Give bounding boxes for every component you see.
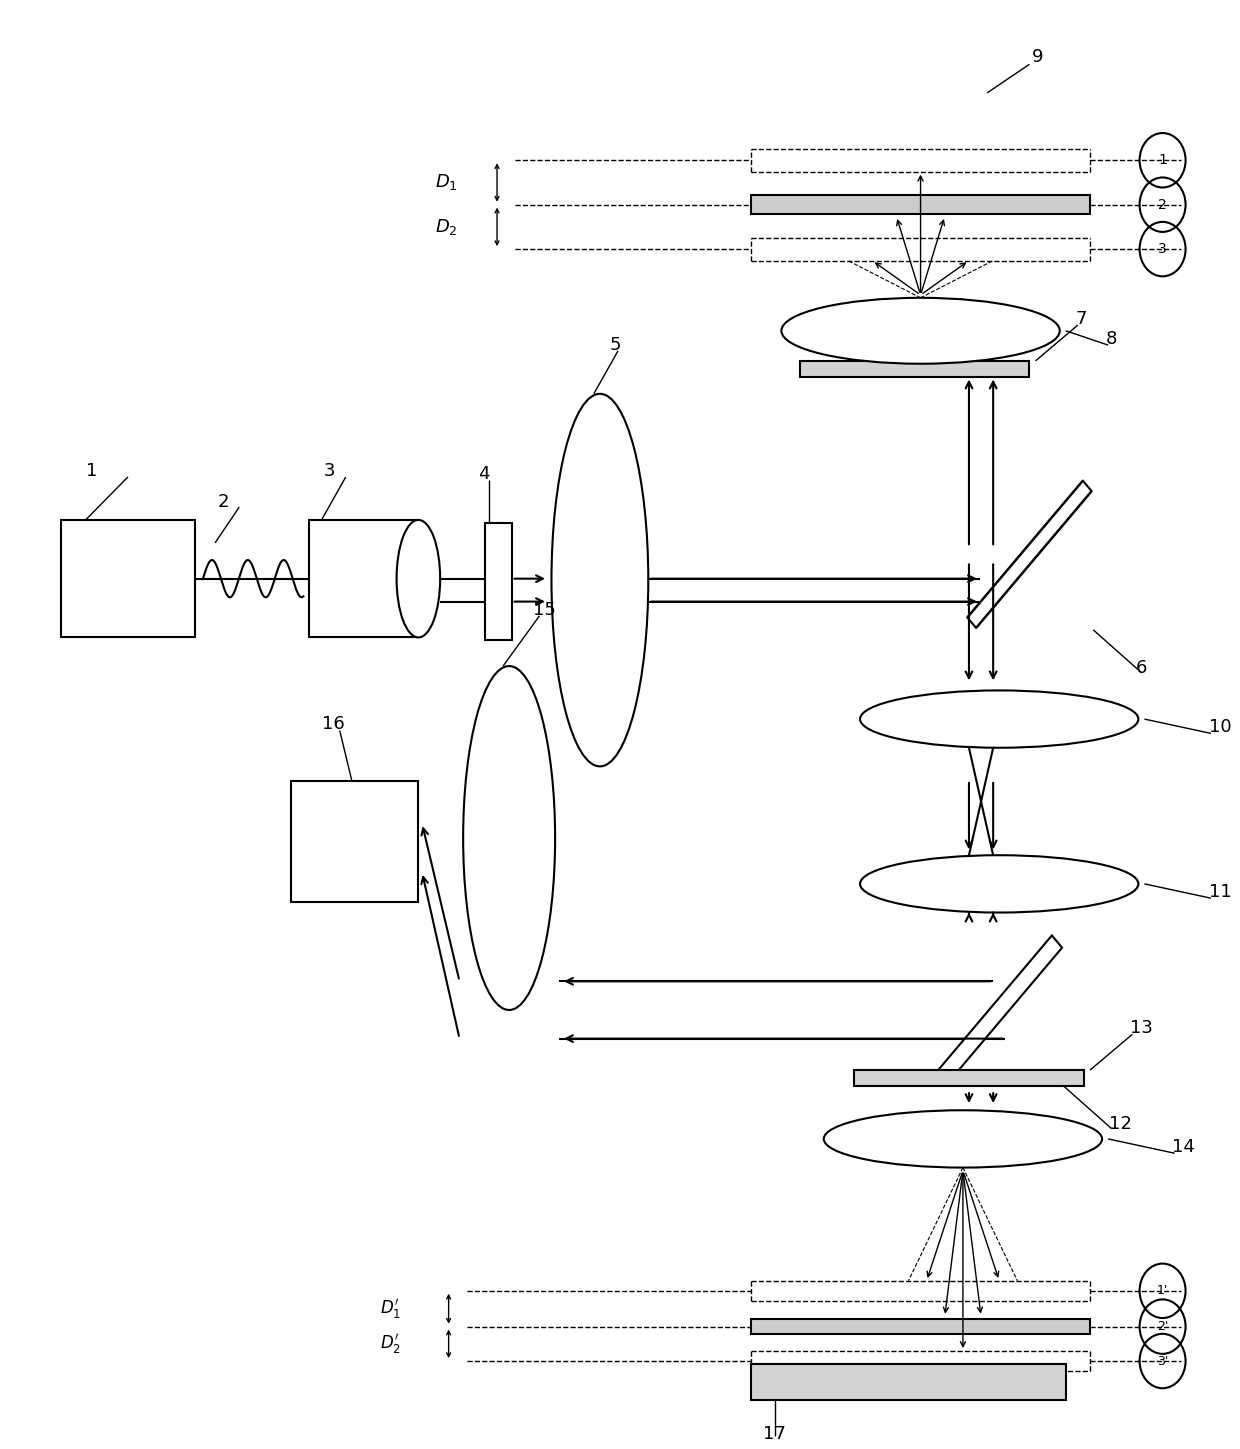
Ellipse shape	[861, 690, 1138, 748]
Bar	[751, 1320, 1090, 1333]
Text: 8: 8	[1106, 330, 1117, 348]
Text: 13: 13	[1130, 1019, 1153, 1037]
Text: 2: 2	[1158, 197, 1167, 212]
Polygon shape	[967, 481, 1091, 627]
Ellipse shape	[464, 667, 556, 1010]
Text: $D_2$: $D_2$	[435, 217, 458, 236]
Ellipse shape	[552, 394, 649, 767]
Text: 10: 10	[1209, 719, 1231, 736]
Text: 16: 16	[321, 716, 345, 733]
Text: 14: 14	[1172, 1137, 1195, 1156]
Text: 3: 3	[1158, 242, 1167, 256]
Text: 3: 3	[324, 462, 336, 480]
Text: 17: 17	[764, 1424, 786, 1443]
Ellipse shape	[861, 855, 1138, 913]
Text: 11: 11	[1209, 882, 1231, 901]
Text: 4: 4	[477, 465, 489, 483]
Text: 2: 2	[217, 493, 229, 511]
Bar	[751, 196, 1090, 214]
Text: 3': 3'	[1157, 1355, 1168, 1368]
Text: 12: 12	[1109, 1114, 1132, 1133]
Text: 6: 6	[1136, 659, 1147, 677]
Bar	[310, 520, 418, 638]
Text: $D_1'$: $D_1'$	[379, 1297, 401, 1320]
Ellipse shape	[397, 520, 440, 638]
Text: 1': 1'	[1157, 1284, 1168, 1297]
Bar	[751, 1364, 1065, 1400]
Text: 9: 9	[1032, 48, 1043, 65]
Bar	[800, 361, 1029, 377]
Polygon shape	[936, 936, 1063, 1084]
Bar	[291, 781, 418, 903]
Text: 7: 7	[1075, 310, 1087, 327]
Text: $D_2'$: $D_2'$	[379, 1332, 401, 1356]
Text: 1: 1	[1158, 154, 1167, 167]
Ellipse shape	[781, 298, 1060, 364]
Text: 1: 1	[86, 462, 97, 480]
Text: 2': 2'	[1157, 1320, 1168, 1333]
Text: 15: 15	[533, 601, 557, 619]
Ellipse shape	[823, 1110, 1102, 1168]
Text: $D_1$: $D_1$	[435, 172, 458, 193]
Bar	[854, 1071, 1084, 1085]
Text: 5: 5	[610, 336, 621, 354]
Bar	[62, 520, 195, 638]
Bar	[485, 523, 512, 640]
